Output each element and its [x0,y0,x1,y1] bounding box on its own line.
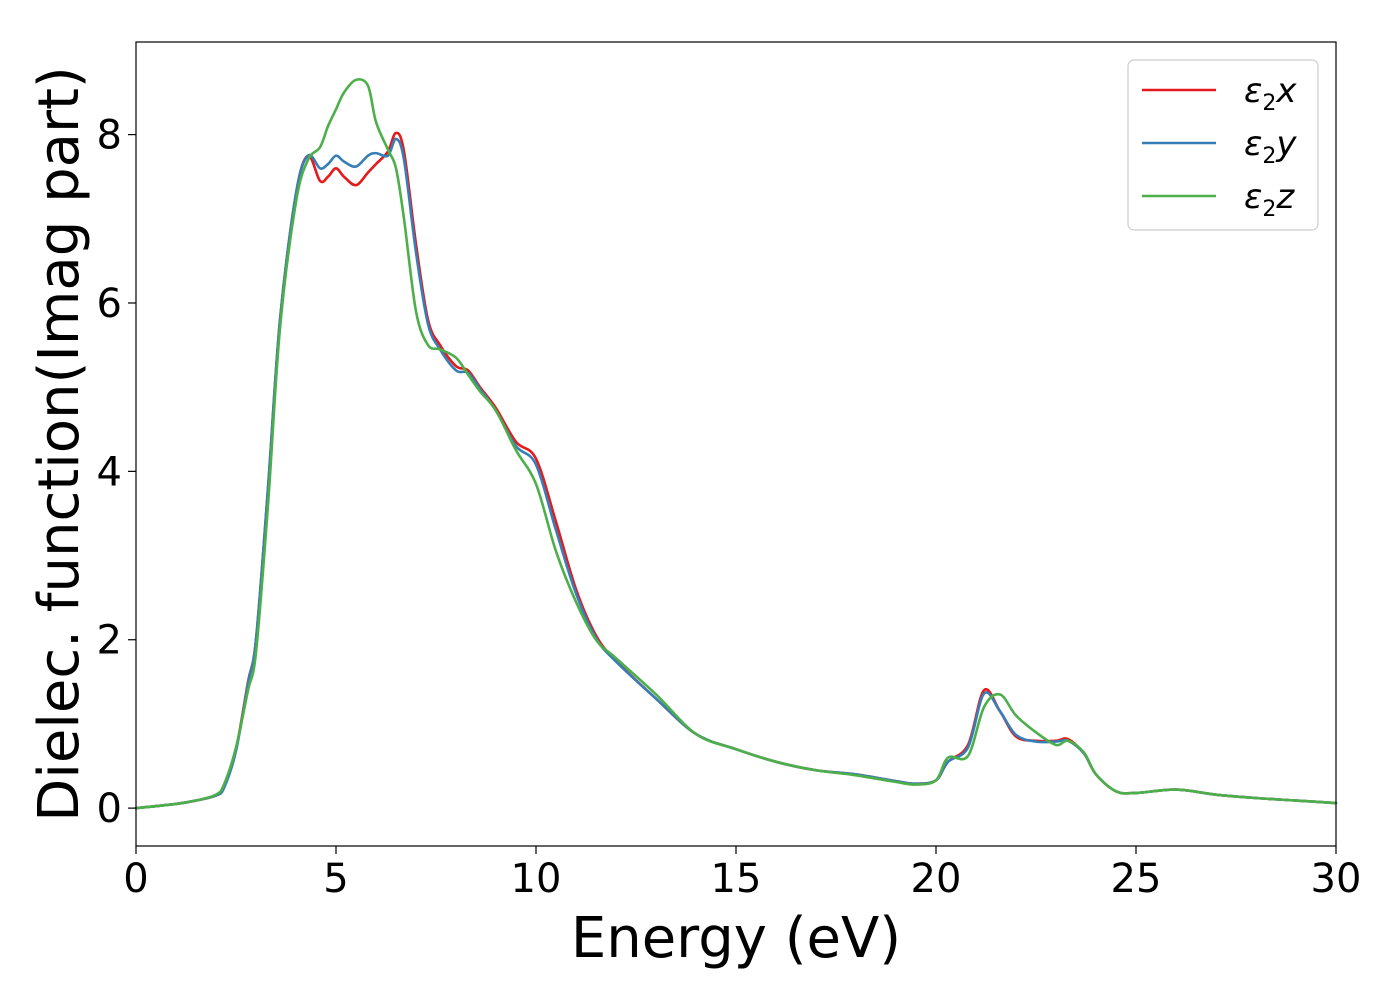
series-line-y [134,137,1338,810]
y-tick-label: 6 [97,281,122,327]
series-line-x [134,131,1338,810]
x-axis: 0 5 10 15 20 25 30 [123,846,1361,902]
x-tick-label: 5 [323,856,348,902]
y-tick-label: 2 [97,618,122,664]
y-tick-label: 8 [97,113,122,159]
series-line-z [134,78,1338,810]
x-tick-label: 25 [1111,856,1162,902]
x-tick-label: 30 [1311,856,1362,902]
legend-items: ε2x ε2y ε2z [1142,71,1297,222]
legend-label-z: ε2z [1244,177,1295,222]
x-tick-label: 15 [711,856,762,902]
y-tick-label: 0 [97,786,122,832]
legend-label-y: ε2y [1244,124,1297,169]
y-axis: 0 2 4 6 8 [97,113,136,832]
x-tick-label: 0 [123,856,148,902]
series-layer [134,78,1338,810]
x-tick-label: 10 [511,856,562,902]
legend: ε2x ε2y ε2z [1127,59,1319,231]
y-axis-title: Dielec. function(Imag part) [27,66,92,822]
legend-label-x: ε2x [1244,71,1297,116]
x-tick-label: 20 [911,856,962,902]
y-tick-label: 4 [97,449,122,495]
x-axis-title: Energy (eV) [571,906,901,971]
legend-box [1127,59,1319,231]
